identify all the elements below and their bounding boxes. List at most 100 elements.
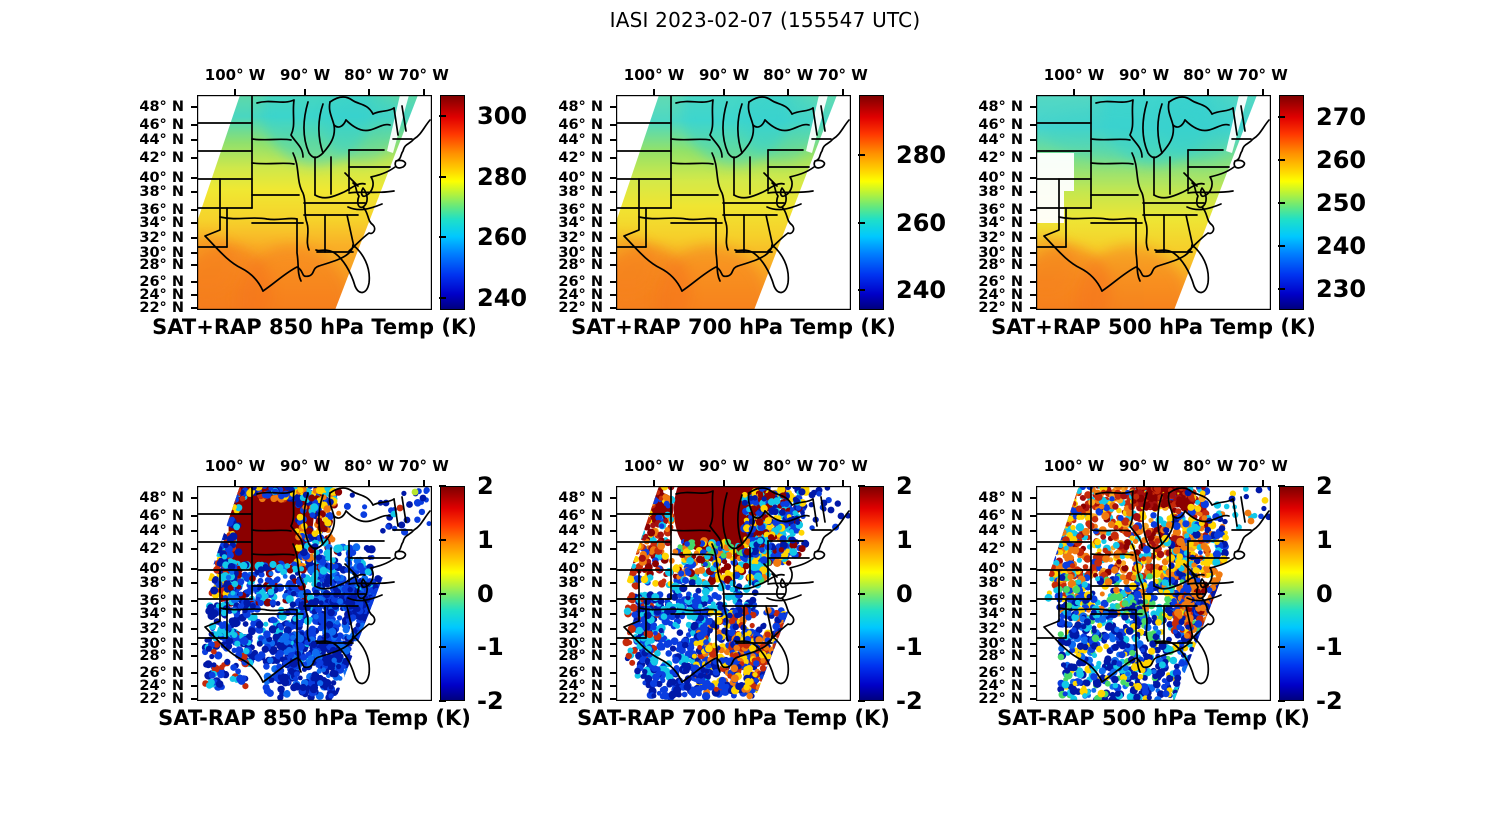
y-tick-label: 22° N (978, 299, 1023, 316)
y-tick-label: 30° N (978, 245, 1023, 262)
y-tick-label: 30° N (558, 245, 603, 262)
colorbar-tick-mark (439, 115, 446, 118)
y-tick-label: 44° N (139, 131, 184, 148)
y-tick-label: 28° N (139, 647, 184, 664)
y-tick-label: 26° N (558, 665, 603, 682)
map-canvas (1036, 486, 1271, 701)
y-tick-label: 40° N (978, 169, 1023, 186)
colorbar-tick-label: 1 (1316, 525, 1333, 554)
y-tick-mark (191, 567, 197, 570)
x-tick-label: 70° W (817, 457, 868, 475)
x-tick-mark (1207, 89, 1210, 95)
x-tick-mark (422, 89, 425, 95)
y-tick-mark (191, 515, 197, 518)
y-tick-label: 44° N (558, 522, 603, 539)
y-tick-label: 48° N (558, 99, 603, 116)
panel-sat-rap-700-hpa-temp-k: 100° W 90° W 80° W 70° W 48° N 46° N 44° N 42° … (558, 66, 946, 339)
y-tick-label: 48° N (139, 490, 184, 507)
y-tick-label: 46° N (139, 508, 184, 525)
y-tick-mark (1030, 176, 1036, 179)
map-canvas (197, 95, 432, 310)
y-tick-mark (191, 600, 197, 603)
y-tick-label: 42° N (978, 540, 1023, 557)
x-tick-mark (234, 480, 237, 486)
y-tick-mark (1030, 138, 1036, 141)
y-tick-mark (610, 581, 616, 584)
y-tick-label: 30° N (139, 245, 184, 262)
y-tick-label: 36° N (978, 593, 1023, 610)
colorbar-tick-mark (439, 700, 446, 702)
y-tick-mark (610, 236, 616, 239)
x-tick-label: 80° W (344, 457, 395, 475)
x-tick-mark (1143, 480, 1146, 486)
y-tick-label: 36° N (139, 593, 184, 610)
x-tick-mark (368, 480, 371, 486)
y-tick-mark (610, 138, 616, 141)
y-tick-mark (610, 697, 616, 700)
x-tick-label: 80° W (763, 457, 814, 475)
y-tick-mark (191, 209, 197, 212)
state-boundaries (616, 486, 850, 685)
y-tick-mark (610, 190, 616, 193)
panel-title: SAT+RAP 700 hPa Temp (K) (571, 315, 896, 339)
panel-title: SAT-RAP 850 hPa Temp (K) (158, 706, 471, 730)
y-tick-label: 32° N (558, 620, 603, 637)
x-tick-label: 70° W (398, 457, 449, 475)
y-tick-mark (610, 612, 616, 615)
y-tick-label: 22° N (558, 690, 603, 707)
y-tick-mark (610, 654, 616, 657)
y-tick-mark (191, 221, 197, 224)
y-tick-label: 32° N (978, 620, 1023, 637)
x-tick-mark (422, 480, 425, 486)
y-tick-mark (191, 138, 197, 141)
y-tick-label: 36° N (139, 202, 184, 219)
y-tick-mark (1030, 293, 1036, 296)
y-tick-label: 24° N (978, 677, 1023, 694)
y-tick-label: 28° N (558, 256, 603, 273)
y-tick-label: 44° N (978, 131, 1023, 148)
y-tick-mark (1030, 643, 1036, 646)
colorbar-tick-mark (858, 485, 865, 487)
panel-title: SAT+RAP 500 hPa Temp (K) (991, 315, 1316, 339)
y-tick-label: 34° N (558, 605, 603, 622)
x-tick-mark (1261, 89, 1264, 95)
x-tick-label: 90° W (1119, 457, 1170, 475)
y-tick-mark (610, 209, 616, 212)
y-tick-label: 38° N (978, 183, 1023, 200)
colorbar-tick-label: -2 (477, 687, 504, 715)
colorbar-tick-label: 300 (477, 102, 528, 131)
state-boundaries (1036, 486, 1270, 685)
y-tick-mark (191, 547, 197, 550)
colorbar-tick-mark (1278, 201, 1285, 204)
y-tick-mark (610, 106, 616, 109)
colorbar-tick-mark (1278, 700, 1285, 702)
y-tick-mark (610, 263, 616, 266)
y-tick-mark (610, 684, 616, 687)
y-tick-label: 40° N (978, 560, 1023, 577)
y-tick-label: 22° N (558, 299, 603, 316)
colorbar-tick-mark (1278, 287, 1285, 290)
y-tick-label: 26° N (978, 274, 1023, 291)
y-tick-mark (610, 600, 616, 603)
y-tick-mark (1030, 600, 1036, 603)
panel-sat-rap-700-hpa-temp-k: 100° W 90° W 80° W 70° W 48° N 46° N 44° N 42° … (558, 457, 922, 730)
y-tick-label: 46° N (558, 117, 603, 134)
colorbar-tick-mark (858, 700, 865, 702)
x-tick-mark (653, 89, 656, 95)
y-tick-label: 28° N (558, 647, 603, 664)
state-boundaries (1036, 95, 1270, 294)
y-tick-mark (191, 156, 197, 159)
y-tick-label: 42° N (978, 149, 1023, 166)
map-canvas (1036, 95, 1271, 310)
y-tick-mark (191, 252, 197, 255)
colorbar-tick-label: -1 (1316, 633, 1343, 662)
y-tick-mark (610, 672, 616, 675)
y-tick-label: 44° N (978, 522, 1023, 539)
map-canvas (616, 95, 851, 310)
x-tick-label: 100° W (623, 66, 685, 84)
y-tick-label: 34° N (139, 214, 184, 231)
x-tick-mark (1073, 480, 1076, 486)
y-tick-label: 26° N (978, 665, 1023, 682)
colorbar-tick-label: 260 (896, 208, 947, 237)
